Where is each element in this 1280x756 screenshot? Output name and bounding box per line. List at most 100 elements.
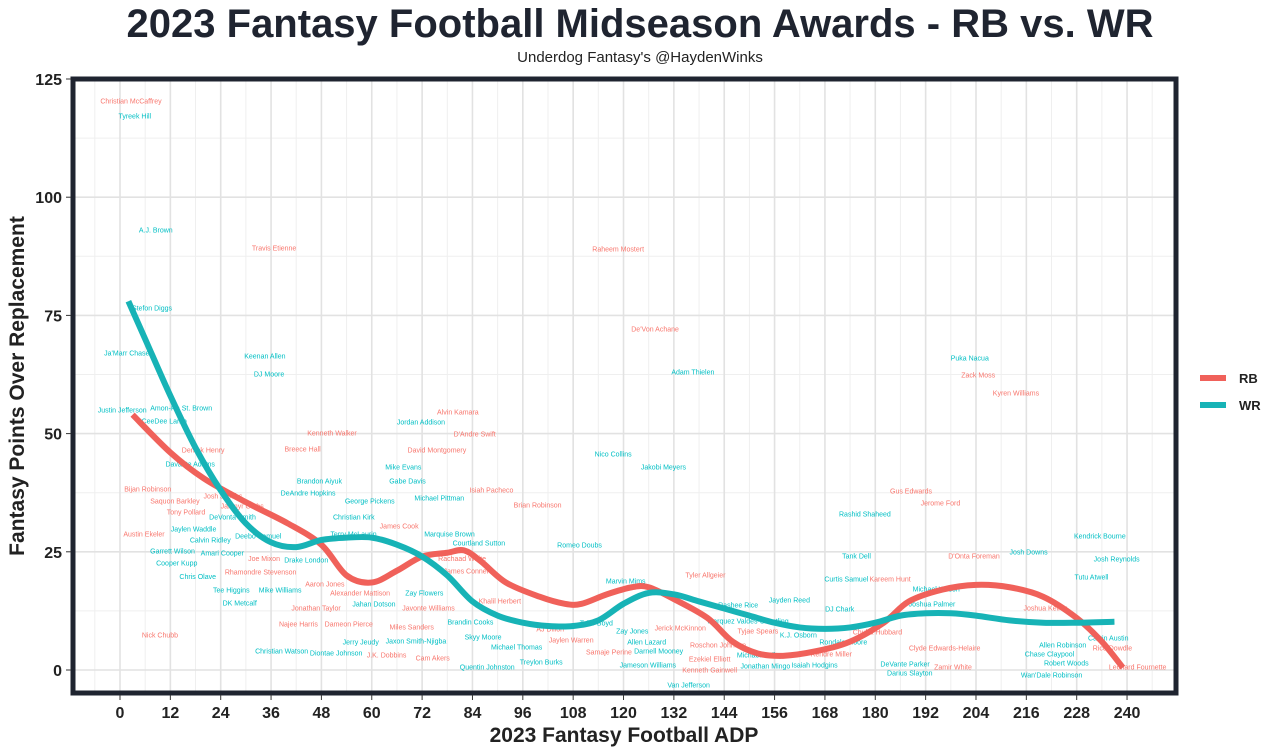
wr-point-label: Allen Robinson xyxy=(1039,643,1086,650)
y-axis-title: Fantasy Points Over Replacement xyxy=(6,216,29,556)
wr-point-label: Jayden Reed xyxy=(769,597,810,604)
wr-point-label: Rashee Rice xyxy=(718,603,758,610)
wr-point-label: Michael Thomas xyxy=(491,645,543,652)
wr-point-label: Brandon Aiyuk xyxy=(297,479,343,486)
wr-point-label: Nico Collins xyxy=(595,452,632,459)
wr-point-label: Marvin Mims xyxy=(606,578,646,585)
wr-point-label: Jaxon Smith-Njigba xyxy=(386,639,447,646)
rb-point-label: Bijan Robinson xyxy=(124,487,171,494)
trend-lines xyxy=(125,299,1126,670)
legend-label-wr: WR xyxy=(1239,398,1261,413)
rb-point-label: Khalil Herbert xyxy=(479,598,521,605)
rb-point-label: Tyjae Spears xyxy=(737,629,778,636)
wr-point-label: Chris Olave xyxy=(179,574,216,581)
x-tick-label: 204 xyxy=(963,705,990,722)
rb-point-label: Rhamondre Stevenson xyxy=(225,569,297,576)
wr-point-label: Isaiah Hodgins xyxy=(791,663,838,670)
plot-border xyxy=(70,76,1179,696)
x-tick-label: 168 xyxy=(812,705,839,722)
wr-point-label: Allen Lazard xyxy=(627,639,666,646)
wr-point-label: Christian Kirk xyxy=(333,515,375,522)
rb-point-label: Tyler Allgeier xyxy=(685,572,726,579)
rb-point-label: D'Onta Foreman xyxy=(948,553,1000,560)
x-tick-label: 132 xyxy=(661,705,688,722)
wr-point-label: Jonathan Mingo xyxy=(740,664,790,671)
rb-point-label: Ezekiel Elliott xyxy=(689,656,731,663)
x-tick-label: 108 xyxy=(560,705,587,722)
y-tick-label: 25 xyxy=(44,545,62,562)
rb-point-label: Zack Moss xyxy=(961,372,995,379)
x-axis-title: 2023 Fantasy Football ADP xyxy=(490,724,759,747)
rb-point-label: Jerick McKinnon xyxy=(655,626,706,633)
rb-point-label: De'Von Achane xyxy=(631,326,679,333)
rb-point-label: Jaylen Warren xyxy=(549,638,594,645)
wr-point-label: Curtis Samuel xyxy=(824,577,868,584)
rb-point-label: Derrick Henry xyxy=(182,447,225,454)
wr-point-label: Josh Downs xyxy=(1009,550,1048,557)
wr-point-label: Chase Claypool xyxy=(1025,652,1075,659)
rb-point-label: J.K. Dobbins xyxy=(367,653,407,660)
x-tick-label: 144 xyxy=(711,705,738,722)
rb-point-label: Samaje Perine xyxy=(586,649,632,656)
wr-point-label: Calvin Ridley xyxy=(190,537,231,544)
rb-point-label: Christian McCaffrey xyxy=(100,99,162,106)
wr-trend-line xyxy=(125,299,1115,632)
wr-point-label: Rashid Shaheed xyxy=(839,511,891,518)
wr-point-label: Joshua Palmer xyxy=(909,602,956,609)
rb-point-label: Jerome Ford xyxy=(921,500,961,507)
wr-point-label: Stefon Diggs xyxy=(132,306,173,313)
rb-point-label: Kyren Williams xyxy=(993,390,1040,397)
y-tick-label: 100 xyxy=(35,190,62,207)
wr-point-label: Christian Watson xyxy=(255,648,308,655)
x-tick-label: 192 xyxy=(912,705,939,722)
x-tick-label: 72 xyxy=(413,705,431,722)
wr-point-label: Robert Woods xyxy=(1044,661,1089,668)
rb-point-label: Rachaad White xyxy=(438,556,486,563)
wr-point-label: Amon-Ra St. Brown xyxy=(150,405,212,412)
rb-point-label: Alexander Mattison xyxy=(330,590,390,597)
wr-point-label: DK Metcalf xyxy=(223,601,257,608)
wr-point-label: Darnell Mooney xyxy=(634,648,684,655)
wr-point-label: Jerry Jeudy xyxy=(343,639,380,646)
x-tick-label: 24 xyxy=(212,705,230,722)
x-tick-label: 36 xyxy=(262,705,280,722)
wr-point-label: DJ Chark xyxy=(825,606,855,613)
rb-point-label: Roschon Johnson xyxy=(690,642,746,649)
rb-point-label: Cam Akers xyxy=(416,656,451,663)
x-tick-label: 60 xyxy=(363,705,381,722)
wr-point-label: Tank Dell xyxy=(842,553,871,560)
x-tick-label: 240 xyxy=(1114,705,1141,722)
rb-point-label: Joshua Kelley xyxy=(1024,605,1068,612)
rb-point-label: Clyde Edwards-Helaire xyxy=(909,646,981,653)
x-tick-label: 216 xyxy=(1013,705,1040,722)
y-tick-label: 0 xyxy=(53,663,62,680)
x-tick-label: 180 xyxy=(862,705,889,722)
wr-point-label: Courtland Sutton xyxy=(453,541,506,548)
rb-point-label: Saquon Barkley xyxy=(150,499,200,506)
wr-point-label: Ja'Marr Chase xyxy=(104,351,149,358)
wr-point-label: DeVante Parker xyxy=(880,662,930,669)
gridlines xyxy=(75,78,1174,691)
rb-point-label: Javonte Williams xyxy=(402,605,455,612)
wr-point-label: Marquise Brown xyxy=(424,532,475,539)
wr-point-label: DJ Moore xyxy=(254,371,284,378)
wr-point-label: Adam Thielen xyxy=(671,369,714,376)
rb-point-label: Miles Sanders xyxy=(390,624,435,631)
wr-point-label: Cooper Kupp xyxy=(156,561,197,568)
wr-point-label: Kendrick Bourne xyxy=(1074,534,1126,541)
x-tick-label: 156 xyxy=(761,705,788,722)
wr-point-label: Garrett Wilson xyxy=(150,549,195,556)
wr-point-label: Tee Higgins xyxy=(213,587,250,594)
rb-point-label: Chuba Hubbard xyxy=(853,630,903,637)
wr-point-label: Davante Adams xyxy=(165,462,215,469)
wr-point-label: Darius Slayton xyxy=(887,671,933,678)
wr-point-label: Tyreek Hill xyxy=(118,114,151,121)
rb-point-label: Leonard Fournette xyxy=(1109,665,1167,672)
rb-point-label: Kenneth Walker xyxy=(307,430,357,437)
wr-point-label: Treylon Burks xyxy=(520,659,563,666)
rb-point-label: Travis Etienne xyxy=(252,246,297,253)
rb-point-label: Brian Robinson xyxy=(514,502,562,509)
rb-trend-line xyxy=(130,412,1126,670)
wr-point-label: Jahan Dotson xyxy=(352,602,395,609)
